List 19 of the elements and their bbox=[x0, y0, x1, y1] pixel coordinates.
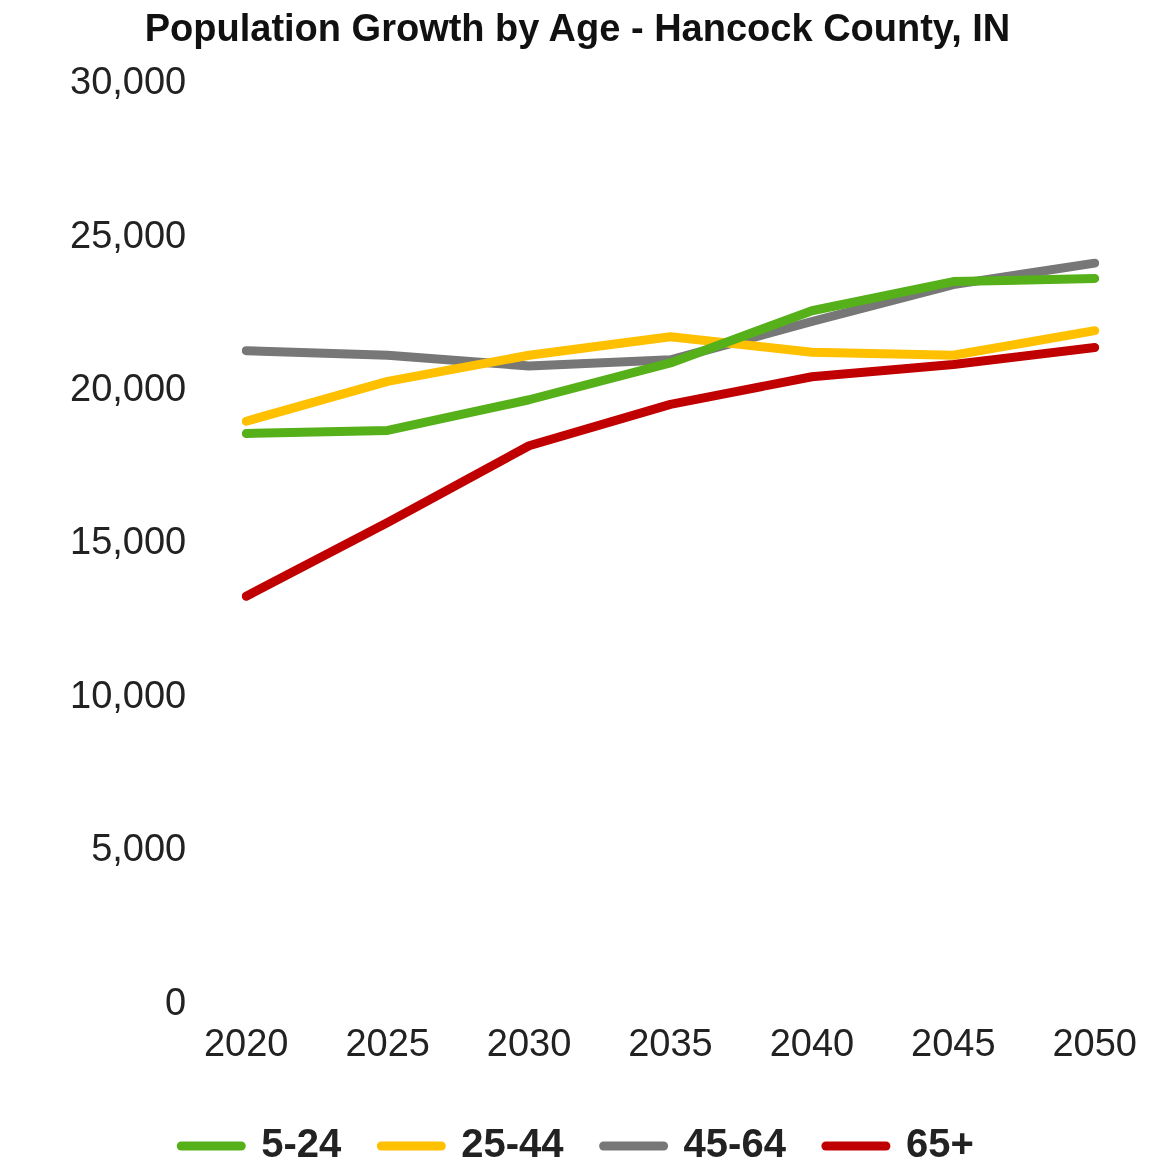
legend-label: 45-64 bbox=[683, 1121, 787, 1166]
legend-label: 25-44 bbox=[461, 1121, 565, 1166]
legend-label: 5-24 bbox=[261, 1121, 343, 1166]
x-tick-label: 2020 bbox=[203, 1021, 289, 1064]
y-tick-label: 25,000 bbox=[69, 213, 187, 256]
y-tick-label: 15,000 bbox=[69, 520, 187, 563]
y-tick-label: 20,000 bbox=[69, 367, 187, 410]
x-tick-label: 2030 bbox=[486, 1021, 572, 1064]
y-tick-label: 5,000 bbox=[91, 827, 187, 870]
y-tick-label: 30,000 bbox=[69, 60, 187, 103]
x-tick-label: 2045 bbox=[911, 1021, 996, 1064]
chart-title: Population Growth by Age - Hancock County, IN bbox=[144, 7, 1011, 50]
legend-label: 65+ bbox=[905, 1121, 974, 1166]
y-tick-label: 0 bbox=[165, 980, 187, 1023]
x-tick-label: 2035 bbox=[628, 1021, 713, 1064]
x-tick-label: 2050 bbox=[1052, 1021, 1138, 1064]
x-tick-label: 2040 bbox=[769, 1021, 855, 1064]
y-tick-label: 10,000 bbox=[69, 673, 187, 716]
x-tick-label: 2025 bbox=[345, 1021, 430, 1064]
